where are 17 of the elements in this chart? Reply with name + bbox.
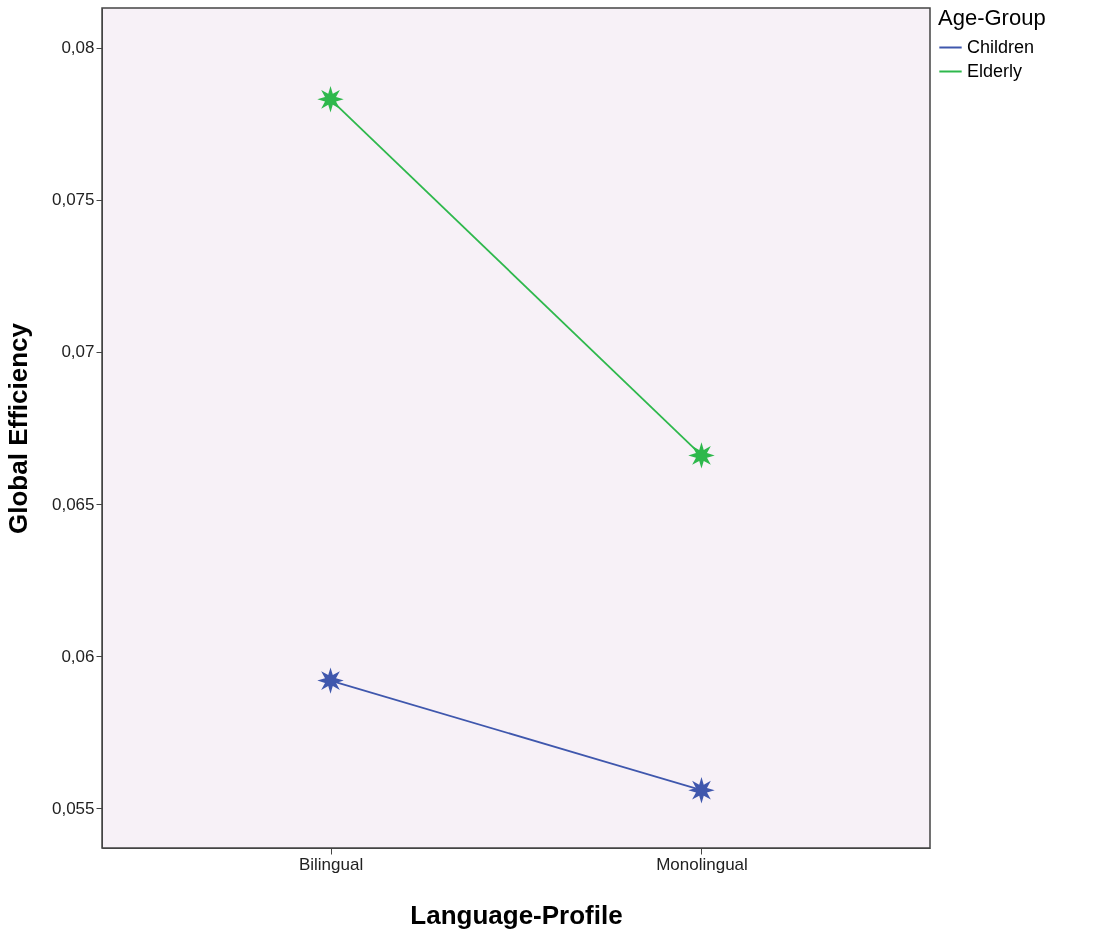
legend-label: Children: [967, 36, 1035, 57]
x-tick-label: Monolingual: [656, 854, 748, 874]
y-axis-title: Global Efficiency: [2, 322, 33, 534]
y-tick-label: 0,075: [51, 190, 95, 210]
y-tick-label: 0,07: [61, 342, 95, 362]
point: [688, 442, 715, 469]
y-tick-label: 0,08: [61, 38, 95, 58]
x-axis-title: Language-Profile: [410, 899, 623, 930]
point: [317, 667, 344, 694]
legend-title: Age-Group: [938, 5, 1046, 30]
y-tick-label: 0,06: [61, 646, 95, 666]
y-tick-label: 0,055: [51, 798, 95, 818]
point: [688, 776, 715, 804]
point: [317, 86, 344, 113]
x-tick-label: Bilingual: [298, 854, 364, 874]
y-tick-label: 0,065: [51, 494, 95, 514]
legend-label: Elderly: [967, 60, 1023, 81]
